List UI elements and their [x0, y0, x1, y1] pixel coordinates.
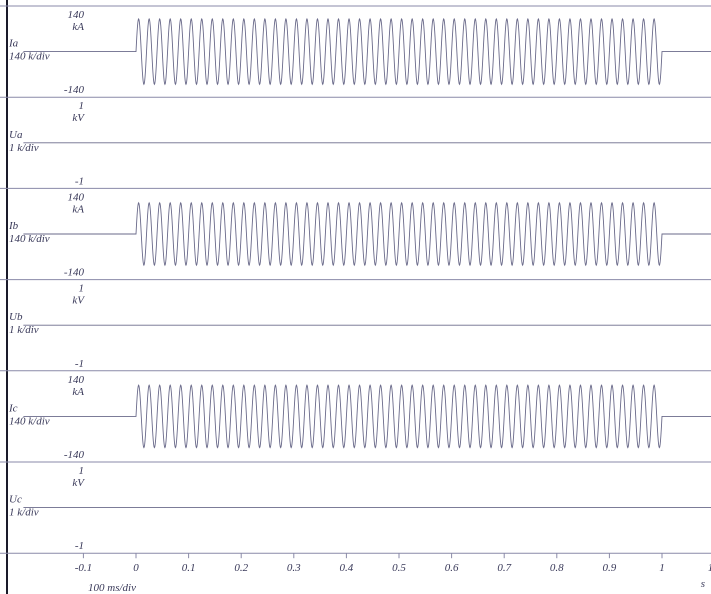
- channel-bottom-uc: -1: [75, 540, 84, 552]
- channel-unit-ib: kA: [72, 203, 84, 215]
- channel-scale-ib: 140 k/div: [9, 233, 50, 245]
- channel-top-ic: 140: [68, 374, 85, 386]
- x-tick-label: 0.6: [445, 562, 459, 574]
- x-tick-label: 0.2: [234, 562, 248, 574]
- x-tick-label: 0.5: [392, 562, 406, 574]
- x-tick-label: 0.3: [287, 562, 301, 574]
- channel-top-ua: 1: [79, 100, 85, 112]
- channel-unit-ua: kV: [72, 112, 85, 124]
- x-tick-label: 0.7: [497, 562, 511, 574]
- channel-scale-ia: 140 k/div: [9, 51, 50, 63]
- channel-top-uc: 1: [79, 465, 85, 477]
- channel-bottom-ua: -1: [75, 175, 84, 187]
- channel-unit-ub: kV: [72, 295, 85, 307]
- x-tick-label: 0.4: [340, 562, 354, 574]
- x-tick-label: 0.8: [550, 562, 564, 574]
- channel-scale-uc: 1 k/div: [9, 507, 39, 519]
- channel-top-ib: 140: [68, 191, 85, 203]
- x-tick-label: 0.1: [182, 562, 196, 574]
- channel-name-ic: Ic: [8, 402, 18, 414]
- x-tick-label: 0.9: [603, 562, 617, 574]
- trace-group: [23, 17, 711, 509]
- channel-bottom-ub: -1: [75, 358, 84, 370]
- x-scale-label: 100 ms/div: [88, 582, 136, 594]
- channel-scale-ub: 1 k/div: [9, 324, 39, 336]
- channel-unit-ia: kA: [72, 21, 84, 33]
- channel-top-ia: 140: [68, 9, 85, 21]
- x-tick-label: 1: [659, 562, 665, 574]
- channel-bottom-ic: -140: [64, 449, 85, 461]
- x-axis-unit: s: [701, 578, 705, 590]
- channel-name-ia: Ia: [8, 38, 19, 50]
- channel-name-uc: Uc: [9, 494, 22, 506]
- channel-name-ua: Ua: [9, 129, 23, 141]
- trace-ib: [23, 201, 711, 267]
- channel-unit-ic: kA: [72, 386, 84, 398]
- channel-name-ub: Ub: [9, 311, 23, 323]
- channel-bottom-ib: -140: [64, 267, 85, 279]
- channel-unit-uc: kV: [72, 477, 85, 489]
- x-tick-label: 1.1: [708, 562, 711, 574]
- x-tick-label: 0: [133, 562, 139, 574]
- time-axis: -0.1 0 0.1 0.2 0.3 0.4 0.5 0.6 0.7 0.8 0.9 1 1.1 s 100…: [75, 553, 711, 594]
- channel-name-ib: Ib: [8, 220, 19, 232]
- trace-ia: [23, 17, 711, 86]
- channel-top-ub: 1: [79, 283, 85, 295]
- channel-scale-ic: 140 k/div: [9, 415, 50, 427]
- trace-ic: [23, 384, 711, 449]
- channel-scale-ua: 1 k/div: [9, 142, 39, 154]
- x-tick-label: -0.1: [75, 562, 92, 574]
- channel-bottom-ia: -140: [64, 84, 85, 96]
